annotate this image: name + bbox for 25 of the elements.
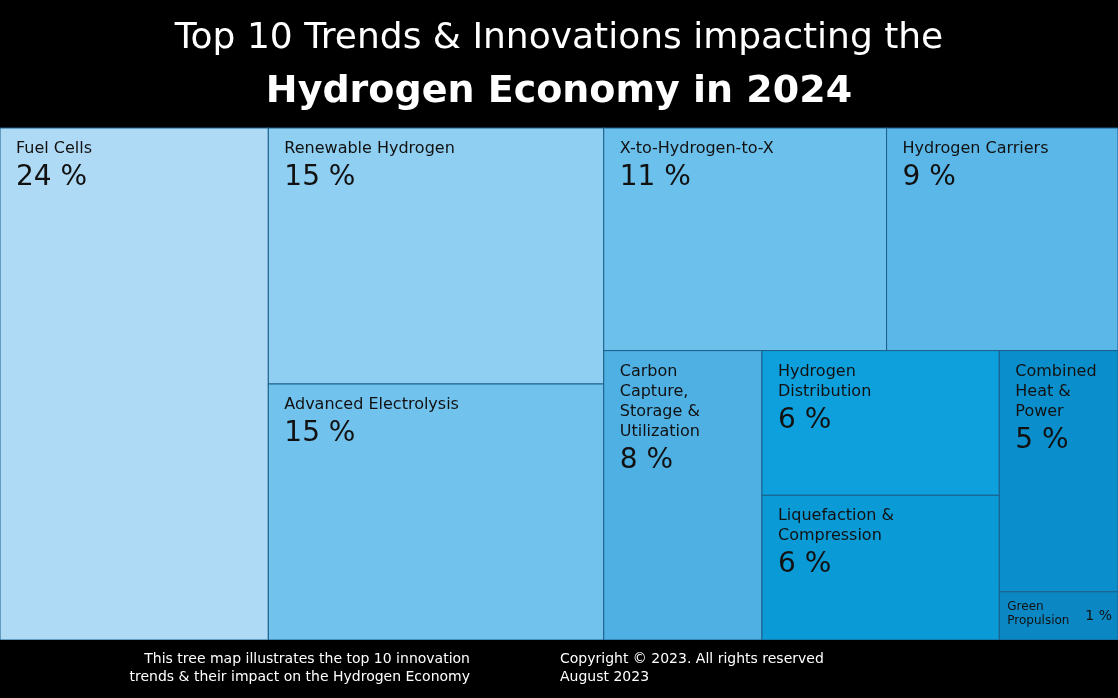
text: August 2023 [560,668,650,684]
data-label: 15 % [284,415,356,448]
data-label: 11 % [619,159,691,192]
category-label: Fuel Cells [16,138,93,157]
category-label: Combined Heat & Power [1015,360,1097,420]
data-label: 5 % [1015,421,1069,455]
data-label: 9 % [902,159,956,192]
data-label: 24 % [16,159,88,192]
category-label: Carbon Capture, Storage & Utilization [619,360,700,440]
category-label: X-to-Hydrogen-to-X [619,138,774,157]
category-label: Renewable Hydrogen [284,138,455,157]
text: Top 10 Trends & Innovations impacting the [173,15,944,56]
category-label: Advanced Electrolysis [284,394,459,413]
category-label: Hydrogen Carriers [902,138,1049,157]
text: This tree map illustrates the top 10 innovation trends & their impact on the Hydrogen Economy [129,650,470,684]
text: Copyright © 2023. All rights reserved [560,650,824,666]
category-label: Green Propulsion [1007,598,1070,627]
data-label: 6 % [777,401,832,435]
data-label: 8 % [619,441,674,475]
category-label: Liquefaction & Compression [777,505,894,545]
data-label: 6 % [777,546,832,580]
data-label: 1 % [1085,606,1112,623]
category-label: Hydrogen Distribution [777,360,872,400]
text: Hydrogen Economy in 2024 [265,67,853,111]
data-label: 15 % [284,159,356,192]
